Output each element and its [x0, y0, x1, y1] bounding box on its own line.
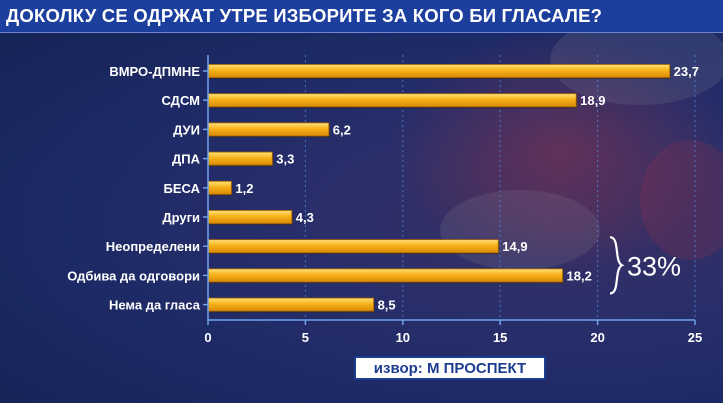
- title-bar: ДОКОЛКУ СЕ ОДРЖАТ УТРЕ ИЗБОРИТЕ ЗА КОГО …: [0, 0, 723, 33]
- group-percent-label: 33%: [627, 251, 681, 281]
- bar-2: [207, 122, 330, 137]
- value-label: 4,3: [296, 210, 314, 225]
- category-label: ВМРО-ДПМНЕ: [109, 64, 200, 79]
- x-tick-label: 0: [204, 330, 211, 345]
- category-label: Нема да гласа: [109, 298, 201, 313]
- brace: [609, 236, 625, 295]
- bar-7: [207, 268, 563, 283]
- bar-1: [207, 93, 577, 108]
- bar-4: [207, 180, 232, 195]
- value-label: 18,9: [580, 93, 605, 108]
- bar-0: [207, 64, 671, 78]
- x-tick-label: 25: [688, 330, 702, 345]
- category-label: Други: [162, 210, 200, 225]
- value-label: 6,2: [333, 122, 351, 137]
- source-box: извор: М ПРОСПЕКТ: [354, 356, 546, 380]
- bar-5: [207, 210, 293, 224]
- bar-8: [207, 297, 374, 312]
- value-label: 8,5: [378, 298, 396, 313]
- x-tick-label: 10: [396, 330, 410, 345]
- x-tick-label: 15: [493, 330, 507, 345]
- category-label: ДПА: [172, 152, 201, 167]
- category-label: Неопределени: [106, 239, 200, 254]
- x-tick-label: 20: [590, 330, 604, 345]
- value-label: 3,3: [276, 152, 294, 167]
- value-label: 23,7: [674, 64, 699, 79]
- chart-title: ДОКОЛКУ СЕ ОДРЖАТ УТРЕ ИЗБОРИТЕ ЗА КОГО …: [6, 5, 603, 26]
- category-label: ДУИ: [173, 122, 200, 137]
- value-label: 1,2: [235, 181, 253, 196]
- value-label: 18,2: [567, 268, 592, 283]
- category-label: БЕСА: [164, 181, 201, 196]
- bar-6: [207, 239, 499, 254]
- x-tick-label: 5: [302, 330, 309, 345]
- value-label: 14,9: [502, 239, 527, 254]
- category-label: Одбива да одговори: [67, 268, 200, 283]
- category-label: СДСМ: [161, 93, 200, 108]
- source-label: извор: М ПРОСПЕКТ: [373, 359, 527, 377]
- bar-3: [207, 151, 273, 166]
